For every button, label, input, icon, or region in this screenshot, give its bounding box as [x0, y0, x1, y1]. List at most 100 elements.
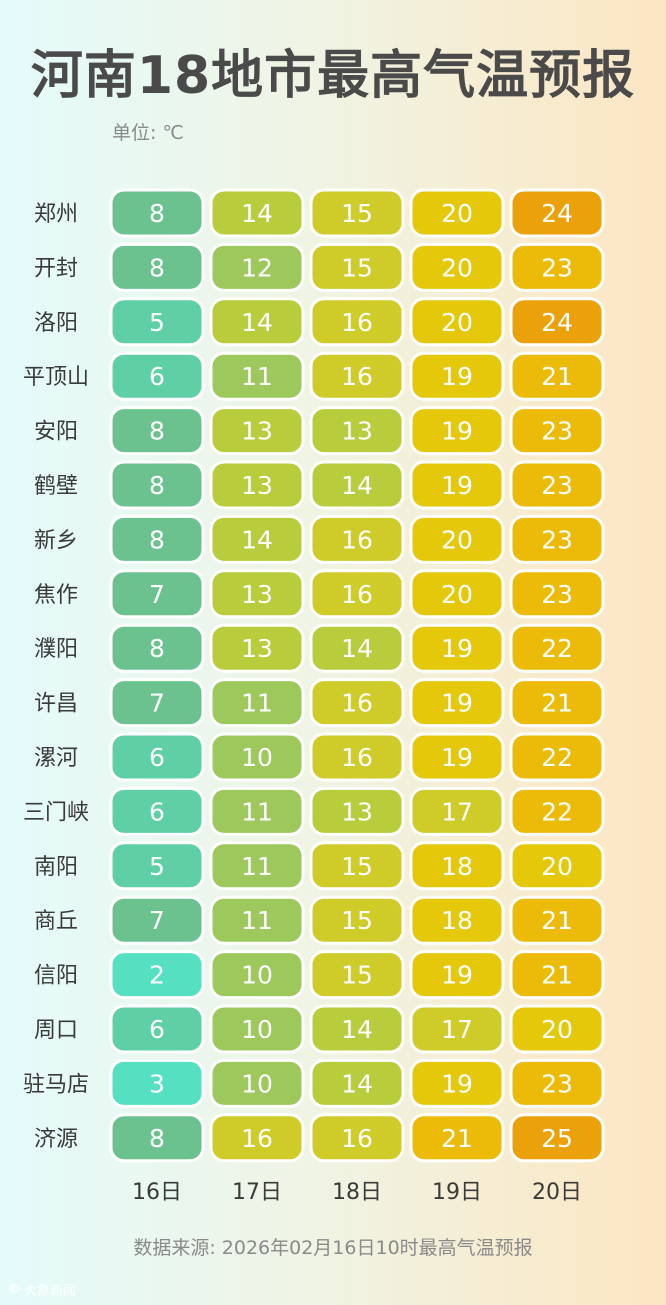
- heat-cell-14-1: [209, 950, 305, 1000]
- cell-value-16-4: 23: [541, 1069, 573, 1098]
- heat-cell-4-3: [409, 406, 505, 456]
- cell-value-12-3: 18: [441, 852, 473, 881]
- cell-value-6-4: 23: [541, 525, 573, 554]
- cell-value-17-0: 8: [149, 1124, 165, 1153]
- heat-cell-0-4: [509, 188, 605, 238]
- heat-cell-13-1: [209, 895, 305, 945]
- cell-value-0-0: 8: [149, 199, 165, 228]
- heat-cell-15-3: [409, 1004, 505, 1054]
- cell-value-5-4: 23: [541, 471, 573, 500]
- heat-cell-3-3: [409, 351, 505, 401]
- cell-value-3-1: 11: [241, 362, 273, 391]
- cell-value-11-0: 6: [149, 797, 165, 826]
- cell-value-2-0: 5: [149, 308, 165, 337]
- cell-value-12-1: 11: [241, 852, 273, 881]
- cell-value-3-4: 21: [541, 362, 573, 391]
- heat-cell-1-0: [109, 242, 205, 292]
- cell-value-8-0: 8: [149, 634, 165, 663]
- cell-value-9-1: 11: [241, 689, 273, 718]
- cell-value-4-4: 23: [541, 417, 573, 446]
- heat-cell-17-1: [209, 1113, 305, 1163]
- heat-cell-7-3: [409, 569, 505, 619]
- cell-value-1-0: 8: [149, 253, 165, 282]
- row-label-15: 周口: [34, 1018, 78, 1043]
- heat-cell-16-0: [109, 1058, 205, 1108]
- heat-cell-3-1: [209, 351, 305, 401]
- cell-value-17-4: 25: [541, 1124, 573, 1153]
- heat-cell-8-1: [209, 623, 305, 673]
- cell-value-8-4: 22: [541, 634, 573, 663]
- heat-cell-6-3: [409, 514, 505, 564]
- cell-value-13-2: 15: [341, 906, 373, 935]
- cell-value-14-3: 19: [441, 961, 473, 990]
- heat-cell-0-1: [209, 188, 305, 238]
- row-label-8: 濮阳: [34, 637, 78, 662]
- heat-cell-12-4: [509, 841, 605, 891]
- heat-cell-13-2: [309, 895, 405, 945]
- heat-cell-8-2: [309, 623, 405, 673]
- cell-value-5-1: 13: [241, 471, 273, 500]
- cell-value-5-2: 14: [341, 471, 373, 500]
- cell-value-2-2: 16: [341, 308, 373, 337]
- cell-value-0-4: 24: [541, 199, 573, 228]
- cell-value-7-3: 20: [441, 580, 473, 609]
- cell-value-12-4: 20: [541, 852, 573, 881]
- cell-value-7-0: 7: [149, 580, 165, 609]
- cell-value-9-3: 19: [441, 689, 473, 718]
- heat-cell-16-1: [209, 1058, 305, 1108]
- cell-value-10-3: 19: [441, 743, 473, 772]
- heat-cell-14-0: [109, 950, 205, 1000]
- x-tick-label-4: 20日: [532, 1180, 582, 1205]
- cell-value-0-1: 14: [241, 199, 273, 228]
- cell-value-11-1: 11: [241, 797, 273, 826]
- heat-cell-17-3: [409, 1113, 505, 1163]
- heat-cell-4-4: [509, 406, 605, 456]
- cell-value-15-1: 10: [241, 1015, 273, 1044]
- cell-value-14-4: 21: [541, 961, 573, 990]
- unit-label: 单位: ℃: [112, 122, 184, 144]
- heat-cell-2-2: [309, 297, 405, 347]
- x-tick-label-3: 19日: [432, 1180, 482, 1205]
- heat-cell-1-4: [509, 242, 605, 292]
- heat-cell-2-0: [109, 297, 205, 347]
- cell-value-10-0: 6: [149, 743, 165, 772]
- cell-value-10-4: 22: [541, 743, 573, 772]
- heat-cell-10-0: [109, 732, 205, 782]
- x-tick-label-1: 17日: [232, 1180, 282, 1205]
- heat-cell-5-0: [109, 460, 205, 510]
- heat-cell-9-4: [509, 678, 605, 728]
- cell-value-2-1: 14: [241, 308, 273, 337]
- heat-cell-4-1: [209, 406, 305, 456]
- heat-cell-6-2: [309, 514, 405, 564]
- heat-cell-12-1: [209, 841, 305, 891]
- heat-cell-0-2: [309, 188, 405, 238]
- heat-cell-9-3: [409, 678, 505, 728]
- cell-value-9-2: 16: [341, 689, 373, 718]
- cell-value-12-0: 5: [149, 852, 165, 881]
- cell-value-3-2: 16: [341, 362, 373, 391]
- heat-cell-10-4: [509, 732, 605, 782]
- cell-value-1-3: 20: [441, 253, 473, 282]
- heat-cell-12-0: [109, 841, 205, 891]
- heat-cell-6-1: [209, 514, 305, 564]
- cell-value-5-3: 19: [441, 471, 473, 500]
- heat-cell-5-4: [509, 460, 605, 510]
- cell-value-16-2: 14: [341, 1069, 373, 1098]
- cell-value-8-2: 14: [341, 634, 373, 663]
- heat-cell-9-0: [109, 678, 205, 728]
- cell-value-2-3: 20: [441, 308, 473, 337]
- heat-cell-15-2: [309, 1004, 405, 1054]
- heat-cell-3-2: [309, 351, 405, 401]
- heat-cell-9-1: [209, 678, 305, 728]
- cell-value-4-3: 19: [441, 417, 473, 446]
- cell-value-10-1: 10: [241, 743, 273, 772]
- heat-cell-7-2: [309, 569, 405, 619]
- cell-value-17-2: 16: [341, 1124, 373, 1153]
- heat-cell-11-0: [109, 786, 205, 836]
- heat-cell-2-1: [209, 297, 305, 347]
- cell-value-12-2: 15: [341, 852, 373, 881]
- cell-value-1-1: 12: [241, 253, 273, 282]
- heat-cell-0-3: [409, 188, 505, 238]
- heat-cell-1-2: [309, 242, 405, 292]
- heat-cell-0-0: [109, 188, 205, 238]
